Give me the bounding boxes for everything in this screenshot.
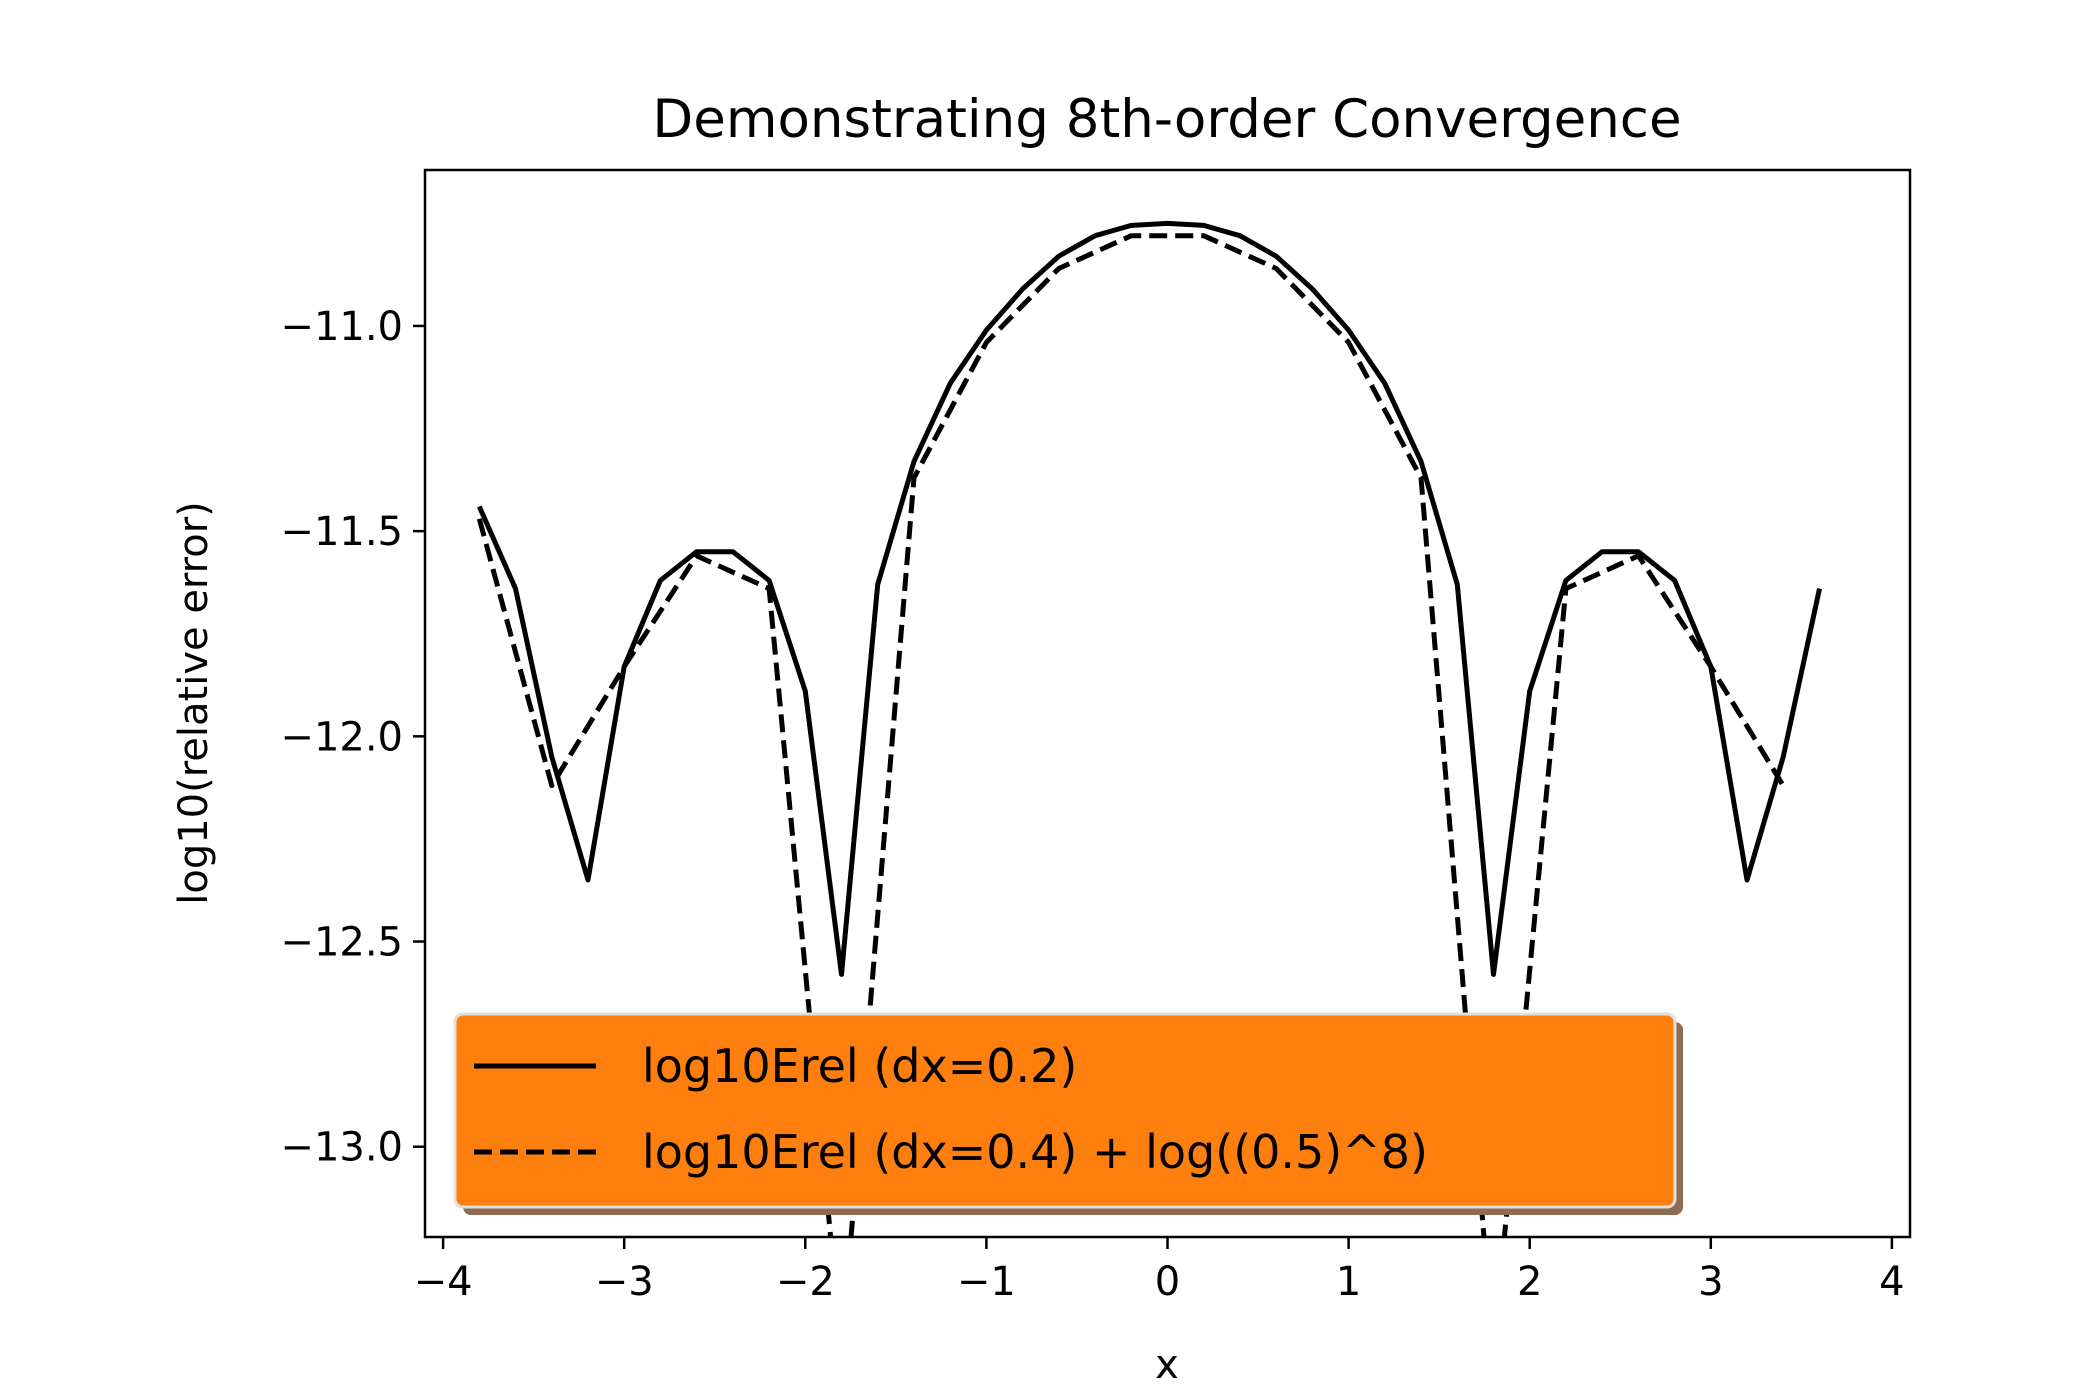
x-axis-ticks: −4 −3 −2 −1 0 1 2 3 4 <box>414 1237 1905 1305</box>
y-axis-label: log10(relative error) <box>171 501 217 905</box>
y-tick-label: −11.5 <box>280 509 403 555</box>
series-line-1-solid <box>477 220 1822 977</box>
plot-frame <box>423 168 1912 1239</box>
x-tick-label: 2 <box>1517 1259 1542 1305</box>
y-tick-label: −13.0 <box>280 1125 403 1171</box>
legend: log10Erel (dx=0.2) log10Erel (dx=0.4) + … <box>453 1012 1683 1215</box>
chart-title: Demonstrating 8th-order Convergence <box>652 89 1681 150</box>
x-tick-label: −1 <box>957 1259 1016 1305</box>
y-tick-label: −11.0 <box>280 304 403 350</box>
x-tick-label: −4 <box>414 1259 473 1305</box>
x-tick-label: 1 <box>1336 1259 1361 1305</box>
x-tick-label: 4 <box>1879 1259 1904 1305</box>
x-tick-label: −2 <box>776 1259 835 1305</box>
x-axis-label: x <box>1155 1342 1179 1388</box>
series-layer <box>476 220 1822 1237</box>
x-tick-label: 0 <box>1155 1259 1180 1305</box>
legend-label-series-1: log10Erel (dx=0.2) <box>642 1039 1077 1093</box>
legend-label-series-2: log10Erel (dx=0.4) + log((0.5)^8) <box>642 1125 1428 1179</box>
y-tick-label: −12.5 <box>280 920 403 966</box>
y-tick-label: −12.0 <box>280 714 403 760</box>
x-tick-label: 3 <box>1698 1259 1723 1305</box>
series-line-2-dashed <box>476 233 1786 1237</box>
y-axis-ticks: −11.0 −11.5 −12.0 −12.5 −13.0 <box>280 304 425 1171</box>
legend-box <box>453 1012 1677 1209</box>
x-tick-label: −3 <box>595 1259 654 1305</box>
